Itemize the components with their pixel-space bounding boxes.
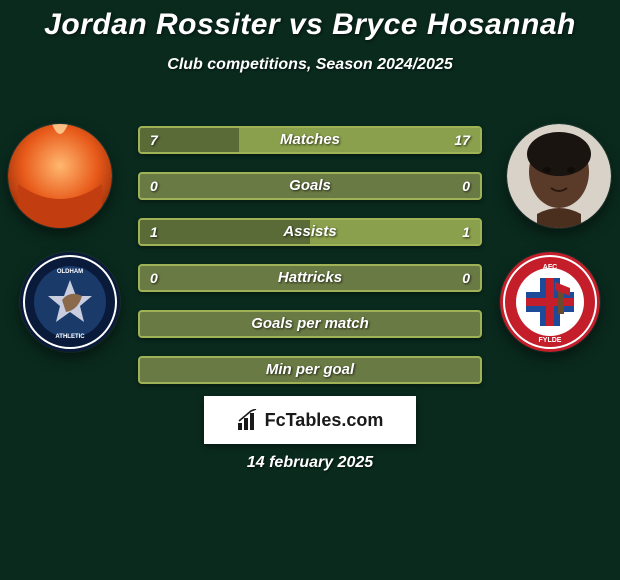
stat-row-mpg: Min per goal (138, 356, 482, 384)
page-subtitle: Club competitions, Season 2024/2025 (0, 56, 620, 74)
stat-row-matches: 7 Matches 17 (138, 126, 482, 154)
svg-text:OLDHAM: OLDHAM (57, 269, 83, 275)
stat-row-goals: 0 Goals 0 (138, 172, 482, 200)
player-right-avatar (507, 124, 611, 228)
stat-value-right: 0 (462, 266, 470, 290)
stat-label: Matches (140, 128, 480, 152)
stat-value-right: 1 (462, 220, 470, 244)
stat-label: Goals (140, 174, 480, 198)
stat-row-gpm: Goals per match (138, 310, 482, 338)
club-right-logo: AFC FYLDE (500, 252, 600, 352)
stat-label: Hattricks (140, 266, 480, 290)
player-left-avatar (8, 124, 112, 228)
stat-value-right: 17 (454, 128, 470, 152)
club-left-logo: OLDHAM ATHLETIC (20, 252, 120, 352)
stat-row-hattricks: 0 Hattricks 0 (138, 264, 482, 292)
page-title: Jordan Rossiter vs Bryce Hosannah (0, 0, 620, 42)
svg-text:AFC: AFC (543, 264, 557, 271)
bars-icon (237, 409, 259, 431)
brand-bar: FcTables.com (204, 396, 416, 444)
stat-label: Assists (140, 220, 480, 244)
stats-container: 7 Matches 17 0 Goals 0 1 Assists 1 0 Hat… (138, 126, 482, 402)
svg-text:FYLDE: FYLDE (539, 337, 562, 344)
stat-label: Min per goal (140, 358, 480, 382)
stat-row-assists: 1 Assists 1 (138, 218, 482, 246)
date-text: 14 february 2025 (0, 454, 620, 472)
svg-text:ATHLETIC: ATHLETIC (55, 334, 85, 340)
stat-label: Goals per match (140, 312, 480, 336)
brand-text: FcTables.com (265, 410, 384, 431)
stat-value-right: 0 (462, 174, 470, 198)
